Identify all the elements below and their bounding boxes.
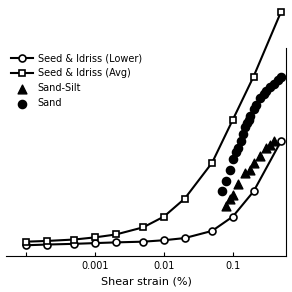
Seed & Idriss (Lower) xyxy=(231,215,234,218)
Sand xyxy=(246,117,251,122)
Seed & Idriss (Avg) xyxy=(73,238,76,241)
Sand xyxy=(243,124,247,129)
Sand xyxy=(251,107,256,111)
Seed & Idriss (Avg) xyxy=(114,233,118,236)
Seed & Idriss (Lower) xyxy=(25,244,28,247)
Sand xyxy=(224,178,229,183)
Sand xyxy=(258,96,263,100)
Seed & Idriss (Avg) xyxy=(279,10,283,14)
Sand xyxy=(233,150,238,154)
Seed & Idriss (Avg) xyxy=(162,215,166,218)
Sand-Silt xyxy=(230,193,235,197)
Sand-Silt xyxy=(263,146,268,151)
Seed & Idriss (Lower) xyxy=(73,242,76,246)
Sand-Silt xyxy=(258,153,263,158)
Sand-Silt xyxy=(248,168,253,172)
Sand xyxy=(245,121,249,126)
Sand xyxy=(261,92,266,97)
Sand-Silt xyxy=(251,160,256,165)
Seed & Idriss (Lower) xyxy=(183,236,187,240)
Sand xyxy=(241,132,245,136)
Sand xyxy=(272,81,277,86)
Line: Seed & Idriss (Lower): Seed & Idriss (Lower) xyxy=(23,138,284,249)
Sand-Silt xyxy=(272,139,277,143)
Seed & Idriss (Lower) xyxy=(210,229,214,233)
Sand xyxy=(276,78,280,82)
Sand xyxy=(263,88,268,93)
Sand xyxy=(236,146,241,151)
Seed & Idriss (Lower) xyxy=(252,190,255,193)
Line: Seed & Idriss (Avg): Seed & Idriss (Avg) xyxy=(23,8,284,245)
Sand-Silt xyxy=(227,196,232,201)
Sand xyxy=(220,189,225,194)
Seed & Idriss (Avg) xyxy=(142,225,145,229)
Sand xyxy=(227,168,232,172)
Seed & Idriss (Lower) xyxy=(162,239,166,242)
Sand xyxy=(254,103,259,107)
Seed & Idriss (Avg) xyxy=(93,236,97,239)
Sand xyxy=(248,114,253,118)
Sand-Silt xyxy=(268,142,273,147)
Seed & Idriss (Lower) xyxy=(142,240,145,244)
Sand-Silt xyxy=(243,171,247,176)
Seed & Idriss (Avg) xyxy=(231,118,234,121)
Seed & Idriss (Avg) xyxy=(25,240,28,244)
Seed & Idriss (Lower) xyxy=(45,243,49,246)
Sand-Silt xyxy=(224,204,229,208)
Seed & Idriss (Avg) xyxy=(210,161,214,164)
Sand xyxy=(279,74,283,79)
Sand xyxy=(268,85,273,90)
Seed & Idriss (Avg) xyxy=(45,239,49,243)
X-axis label: Shear strain (%): Shear strain (%) xyxy=(100,277,192,286)
Seed & Idriss (Lower) xyxy=(114,241,118,244)
Legend: Seed & Idriss (Lower), Seed & Idriss (Avg), Sand-Silt, Sand: Seed & Idriss (Lower), Seed & Idriss (Av… xyxy=(11,53,143,109)
Seed & Idriss (Lower) xyxy=(279,139,283,143)
Seed & Idriss (Lower) xyxy=(93,241,97,245)
Seed & Idriss (Avg) xyxy=(183,197,187,200)
Seed & Idriss (Avg) xyxy=(252,75,255,78)
Sand xyxy=(238,139,243,143)
Sand-Silt xyxy=(236,182,241,187)
Sand xyxy=(230,157,235,161)
